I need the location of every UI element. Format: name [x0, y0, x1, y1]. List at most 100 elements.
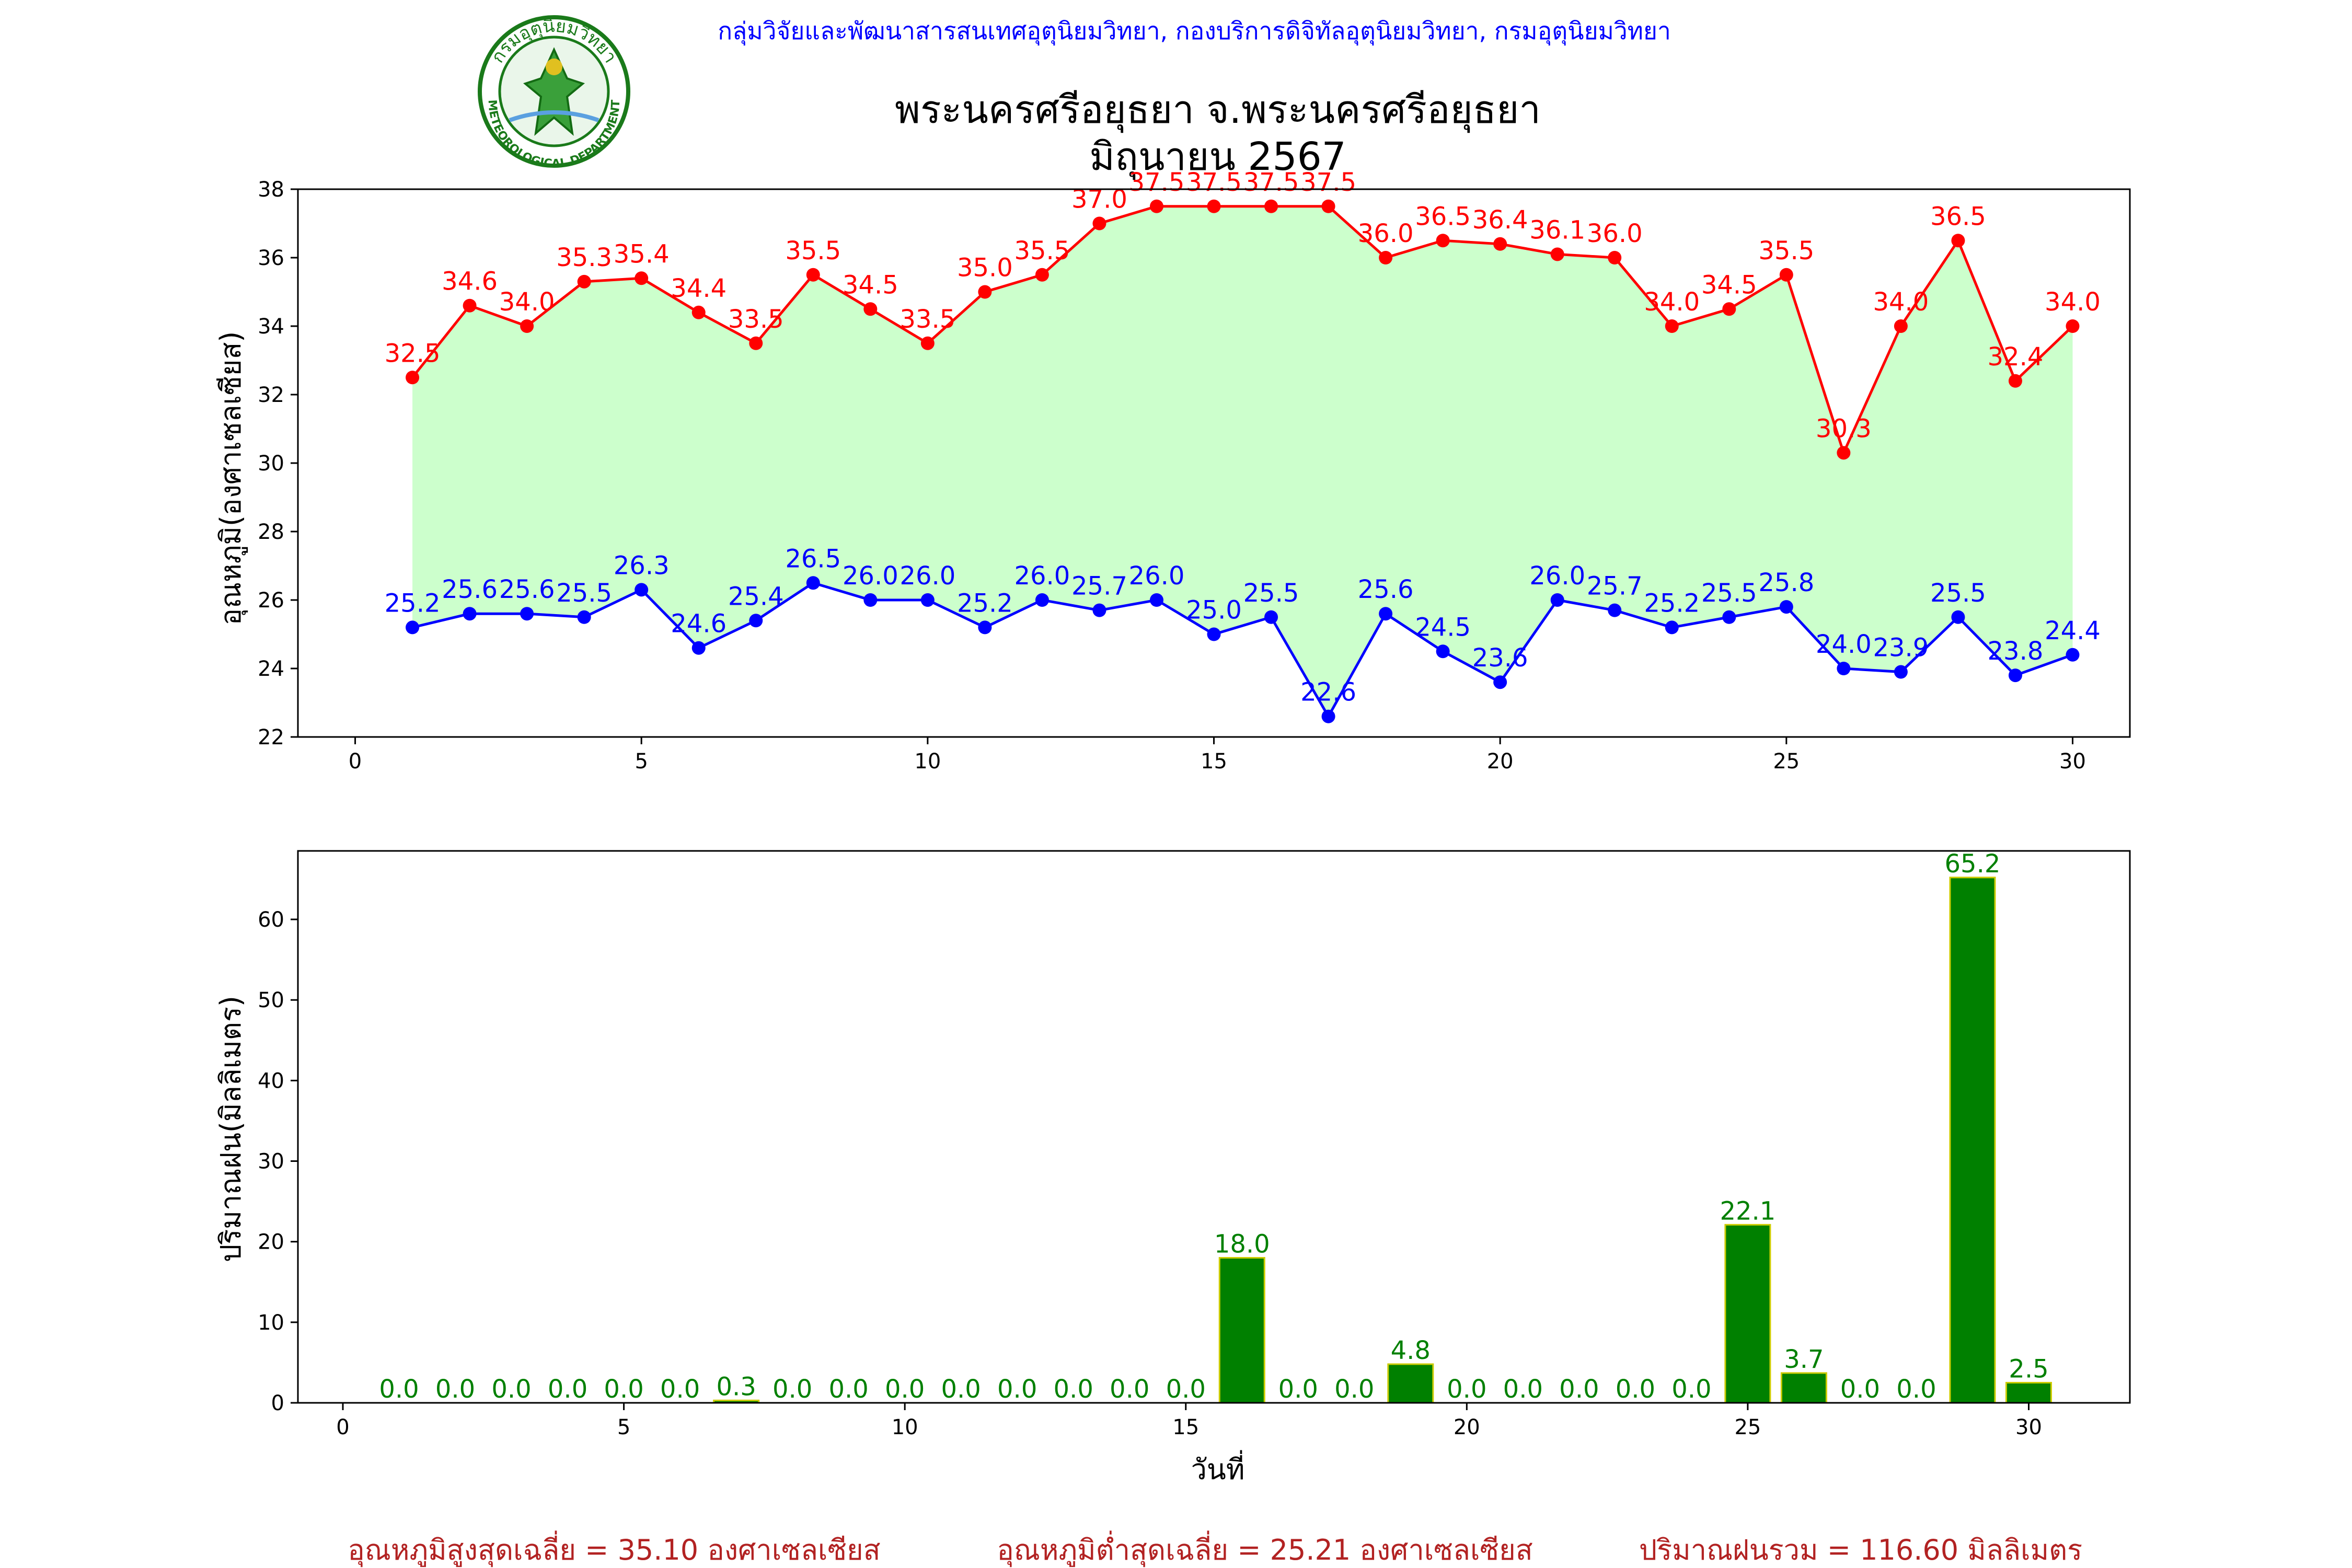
min-temperature-point — [1092, 603, 1106, 617]
rainfall-value-label: 4.8 — [1391, 1336, 1431, 1365]
max-temperature-label: 36.0 — [1358, 219, 1414, 248]
min-temperature-label: 24.0 — [1816, 630, 1872, 659]
max-temperature-point — [1837, 446, 1851, 460]
min-temperature-label: 26.0 — [900, 561, 955, 591]
max-temperature-point — [1493, 237, 1507, 251]
agency-text: กลุ่มวิจัยและพัฒนาสารสนเทศอุตุนิยมวิทยา,… — [718, 17, 1671, 46]
temperature-y-tick-label: 34 — [258, 315, 284, 339]
max-temperature-label: 36.1 — [1529, 215, 1585, 245]
min-temperature-label: 24.6 — [671, 609, 727, 639]
temperature-x-tick-label: 30 — [2059, 750, 2086, 774]
min-temperature-label: 22.6 — [1300, 678, 1356, 707]
max-temperature-point — [863, 302, 878, 316]
min-temperature-label: 25.5 — [1701, 579, 1757, 608]
min-temperature-point — [1722, 610, 1736, 624]
rainfall-value-label: 0.3 — [716, 1372, 756, 1401]
max-temperature-point — [2066, 319, 2080, 333]
min-temperature-label: 25.0 — [1186, 596, 1242, 625]
min-temperature-point — [1264, 610, 1278, 624]
min-temperature-point — [1894, 665, 1908, 679]
min-temperature-point — [920, 593, 935, 607]
temperature-x-tick-label: 25 — [1773, 750, 1800, 774]
max-temperature-label: 36.5 — [1930, 202, 1986, 231]
rainfall-value-label: 0.0 — [885, 1375, 925, 1404]
temperature-y-tick-label: 38 — [258, 178, 284, 202]
rainfall-x-tick-label: 30 — [2015, 1415, 2042, 1439]
min-temperature-label: 26.0 — [1014, 561, 1070, 591]
rainfall-value-label: 22.1 — [1720, 1196, 1775, 1226]
rainfall-value-label: 0.0 — [1671, 1375, 1711, 1404]
max-temperature-point — [1207, 199, 1221, 213]
min-temperature-point — [406, 620, 420, 635]
max-temperature-point — [1665, 319, 1679, 333]
temperature-y-tick-label: 28 — [258, 520, 284, 544]
max-temperature-label: 35.3 — [556, 243, 612, 272]
max-temperature-point — [1951, 234, 1965, 248]
max-temperature-label: 36.5 — [1415, 202, 1471, 231]
min-temperature-label: 25.7 — [1587, 572, 1643, 601]
max-temperature-point — [2008, 374, 2022, 388]
rainfall-value-label: 0.0 — [1503, 1375, 1543, 1404]
min-temperature-point — [1379, 607, 1393, 621]
rainfall-value-label: 18.0 — [1214, 1230, 1270, 1259]
max-temperature-point — [806, 268, 820, 282]
max-temperature-point — [1608, 251, 1622, 264]
min-temperature-point — [2066, 648, 2080, 662]
rainfall-y-tick-label: 30 — [258, 1150, 284, 1174]
max-temperature-label: 36.0 — [1587, 219, 1643, 248]
rainfall-value-label: 0.0 — [1334, 1375, 1374, 1404]
min-temperature-point — [1665, 620, 1679, 635]
rainfall-value-label: 0.0 — [604, 1375, 643, 1404]
rainfall-bar — [1218, 1257, 1265, 1404]
min-temperature-label: 25.7 — [1071, 572, 1127, 601]
max-temperature-point — [1722, 302, 1736, 316]
max-temperature-point — [1321, 199, 1335, 213]
temperature-y-tick-label: 36 — [258, 246, 284, 270]
max-temperature-label: 33.5 — [900, 305, 955, 334]
temperature-x-tick-label: 0 — [349, 750, 362, 774]
rainfall-value-label: 0.0 — [379, 1375, 419, 1404]
min-temperature-label: 24.4 — [2045, 616, 2101, 645]
rainfall-value-label: 0.0 — [773, 1375, 812, 1404]
min-temperature-point — [1207, 627, 1221, 641]
min-temperature-label: 25.8 — [1758, 568, 1814, 597]
rainfall-y-tick-label: 60 — [258, 908, 284, 932]
max-temperature-point — [691, 305, 706, 319]
rainfall-value-label: 0.0 — [828, 1375, 868, 1404]
rainfall-x-tick-label: 15 — [1172, 1415, 1199, 1439]
max-temperature-point — [978, 285, 992, 299]
min-temperature-label: 24.5 — [1415, 613, 1471, 642]
min-temperature-label: 25.2 — [1644, 589, 1700, 618]
max-temperature-point — [577, 274, 591, 289]
temperature-x-tick-label: 5 — [635, 750, 648, 774]
min-temperature-label: 26.5 — [785, 544, 841, 573]
temperature-y-tick-label: 22 — [258, 725, 284, 750]
rainfall-bar — [1724, 1224, 1771, 1404]
rainfall-value-label: 0.0 — [1896, 1375, 1936, 1404]
min-temperature-point — [1035, 593, 1049, 607]
rainfall-value-label: 65.2 — [1945, 849, 2001, 879]
min-temperature-point — [1550, 593, 1564, 607]
min-temperature-label: 23.6 — [1472, 643, 1528, 673]
temperature-x-tick-label: 15 — [1201, 750, 1227, 774]
rainfall-x-tick-label: 20 — [1454, 1415, 1480, 1439]
max-temperature-label: 37.5 — [1243, 168, 1299, 197]
meteorological-department-logo: กรมอุตุนิยมวิทยา METEOROLOGICAL DEPARTME… — [478, 15, 630, 170]
rainfall-value-label: 0.0 — [1840, 1375, 1880, 1404]
min-temperature-point — [635, 583, 649, 597]
min-temperature-line — [412, 581, 2073, 719]
max-temperature-point — [1894, 319, 1908, 333]
rainfall-value-label: 3.7 — [1784, 1345, 1824, 1374]
rainfall-value-label: 0.0 — [1166, 1375, 1206, 1404]
max-temperature-label: 36.4 — [1472, 205, 1528, 235]
min-temperature-label: 25.6 — [442, 575, 498, 604]
summary-avg-max: อุณหภูมิสูงสุดเฉลี่ย = 35.10 องศาเซลเซีย… — [348, 1530, 880, 1567]
min-temperature-point — [1608, 603, 1622, 617]
max-temperature-label: 34.0 — [499, 287, 555, 317]
min-temperature-point — [1493, 675, 1507, 689]
summary-avg-min: อุณหภูมิต่ำสุดเฉลี่ย = 25.21 องศาเซลเซีย… — [997, 1530, 1532, 1567]
rainfall-bar — [1949, 877, 1996, 1404]
max-temperature-point — [520, 319, 534, 333]
max-temperature-point — [1035, 268, 1049, 282]
